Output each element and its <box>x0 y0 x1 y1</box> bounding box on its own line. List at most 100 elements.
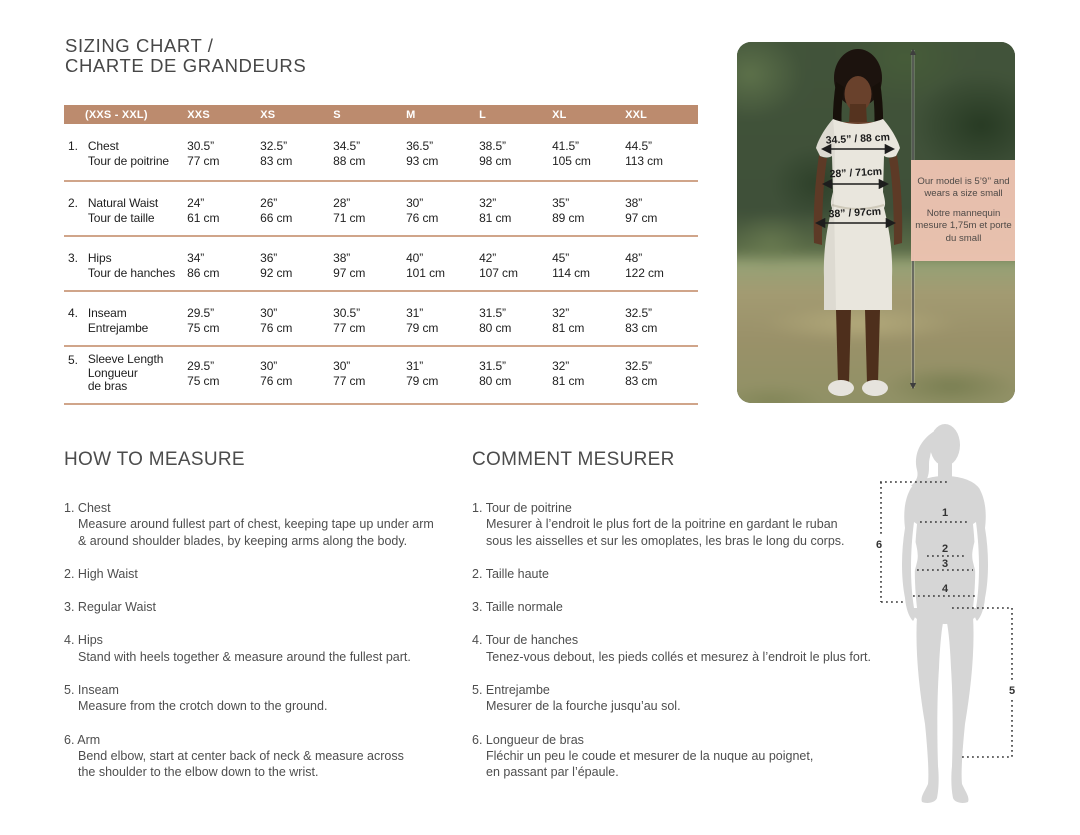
measure-item-number: 3. <box>472 600 483 615</box>
size-value-cell: 29.5” 75 cm <box>187 359 260 389</box>
measure-item-title: Taille haute <box>485 566 549 581</box>
size-inches: 30” <box>406 196 424 210</box>
size-inches: 36.5” <box>406 139 433 153</box>
row-label-en: Sleeve Length <box>87 352 164 366</box>
size-inches: 30.5” <box>187 139 215 153</box>
size-cm: 81 cm <box>552 321 585 335</box>
measure-item: 1. Chest Measure around fullest part of c… <box>64 500 474 549</box>
waist-measure-label: 28” / 71cm <box>829 166 882 181</box>
measure-item-label: 5. Entrejambe <box>472 682 912 698</box>
size-value-cell: 30.5” 77 cm <box>333 306 406 336</box>
measure-item-title: Arm <box>77 732 101 747</box>
measure-item: 4. Tour de hanches Tenez-vous debout, les… <box>472 632 912 665</box>
size-value-cell: 40” 101 cm <box>406 251 479 281</box>
size-value-cell: 38.5” 98 cm <box>479 139 552 169</box>
page-title-line1: SIZING CHART / <box>65 35 214 56</box>
measure-item-number: 5. <box>64 683 75 698</box>
measure-item-desc: Measure around fullest part of chest, ke… <box>78 517 434 548</box>
size-value-cell: 30.5” 77 cm <box>187 139 260 169</box>
measure-item-number: 2. <box>64 566 75 581</box>
size-inches: 32” <box>552 359 570 373</box>
size-cm: 71 cm <box>333 211 366 225</box>
size-value-cell: 24” 61 cm <box>187 196 260 226</box>
size-value-cell: 31.5” 80 cm <box>479 306 552 336</box>
size-col-header: XS <box>260 108 276 121</box>
row-label-en: Chest <box>87 139 119 153</box>
size-inches: 38” <box>625 196 643 210</box>
row-label: Sleeve Length Longueur de bras <box>87 352 187 394</box>
measure-item-desc: Mesurer à l’endroit le plus fort de la p… <box>486 517 845 548</box>
model-photo: 34.5” / 88 cm 28” / 71cm 38” / 97cm Our … <box>737 42 1015 403</box>
size-inches: 30” <box>260 306 278 320</box>
size-cm: 75 cm <box>187 374 220 388</box>
size-table-row: 5. Sleeve Length Longueur de bras 29.5” 75 c… <box>64 347 698 405</box>
size-inches: 29.5” <box>187 359 215 373</box>
measure-item: 3. Regular Waist <box>64 599 474 615</box>
size-inches: 32” <box>552 306 570 320</box>
size-value-cell: 32.5” 83 cm <box>625 359 698 389</box>
measure-item-title: Regular Waist <box>77 600 156 615</box>
size-cm: 86 cm <box>187 266 220 280</box>
measure-item: 1. Tour de poitrine Mesurer à l’endroit l… <box>472 500 912 549</box>
measure-item-desc: Mesurer de la fourche jusqu’au sol. <box>486 699 681 714</box>
size-value-cell: 35” 89 cm <box>552 196 625 226</box>
size-value-cell: 29.5” 75 cm <box>187 306 260 336</box>
size-col-header: (XXS - XXL) <box>85 108 148 121</box>
measure-item-number: 4. <box>472 633 483 648</box>
measure-item-desc: Bend elbow, start at center back of neck… <box>78 748 404 780</box>
size-cm: 97 cm <box>333 266 366 280</box>
size-cm: 77 cm <box>187 154 220 168</box>
size-cm: 122 cm <box>625 266 664 280</box>
size-cm: 101 cm <box>406 266 445 280</box>
size-value-cell: 45” 114 cm <box>552 251 625 281</box>
measure-item-label: 3. Regular Waist <box>64 599 474 615</box>
size-inches: 24” <box>187 196 205 210</box>
size-cm: 76 cm <box>260 321 293 335</box>
size-value-cell: 34” 86 cm <box>187 251 260 281</box>
size-table-header: (XXS - XXL) XXS XS S M L XL XXL <box>64 105 698 124</box>
measure-item-number: 1. <box>472 501 483 515</box>
size-col-header: XXL <box>625 108 648 121</box>
measure-item: 2. Taille haute <box>472 566 912 582</box>
size-cm: 97 cm <box>625 211 658 225</box>
size-value-cell: 30” 76 cm <box>260 359 333 389</box>
size-inches: 30” <box>333 359 351 373</box>
size-value-cell: 31” 79 cm <box>406 359 479 389</box>
size-cm: 93 cm <box>406 154 439 168</box>
size-cm: 77 cm <box>333 374 366 388</box>
size-inches: 48” <box>625 251 643 265</box>
row-number: 4. <box>68 306 78 320</box>
measure-item-label: 3. Taille normale <box>472 599 912 615</box>
size-inches: 42” <box>479 251 497 265</box>
size-cm: 83 cm <box>260 154 293 168</box>
model-note-fr: Notre mannequin mesure 1,75m et porte du… <box>915 207 1012 244</box>
how-to-measure-list: 1. Chest Measure around fullest part of c… <box>64 500 474 798</box>
photo-measure-annotations: 34.5” / 88 cm 28” / 71cm 38” / 97cm <box>814 131 897 229</box>
model-silhouette <box>813 49 903 396</box>
size-inches: 32.5” <box>260 139 287 153</box>
size-value-cell: 42” 107 cm <box>479 251 552 281</box>
size-value-cell: 34.5” 88 cm <box>333 139 406 169</box>
model-figure-illustration: 34.5” / 88 cm 28” / 71cm 38” / 97cm <box>813 48 917 396</box>
size-inches: 44.5” <box>625 139 652 153</box>
size-inches: 31” <box>406 306 424 320</box>
size-cm: 83 cm <box>625 374 658 388</box>
measure-item: 6. Longueur de bras Fléchir un peu le cou… <box>472 732 912 781</box>
size-col-header: XXS <box>187 108 210 121</box>
size-inches: 40” <box>406 251 424 265</box>
size-cm: 113 cm <box>625 154 663 168</box>
measure-item: 6. Arm Bend elbow, start at center back o… <box>64 732 474 781</box>
size-cm: 88 cm <box>333 154 366 168</box>
size-value-cell: 30” 76 cm <box>406 196 479 226</box>
measure-item-label: 2. Taille haute <box>472 566 912 582</box>
size-value-cell: 36.5” 93 cm <box>406 139 479 169</box>
size-table-row: 1. Chest Tour de poitrine 30.5” 77 cm 32.5” 83… <box>64 124 698 182</box>
model-size-note: Our model is 5’9’’ and wears a size smal… <box>911 160 1015 261</box>
size-value-cell: 28” 71 cm <box>333 196 406 226</box>
how-to-measure-title: HOW TO MEASURE <box>64 449 245 470</box>
size-cm: 80 cm <box>479 374 512 388</box>
size-inches: 34” <box>187 251 205 265</box>
size-inches: 31” <box>406 359 424 373</box>
measure-item: 5. Inseam Measure from the crotch down to… <box>64 682 474 715</box>
